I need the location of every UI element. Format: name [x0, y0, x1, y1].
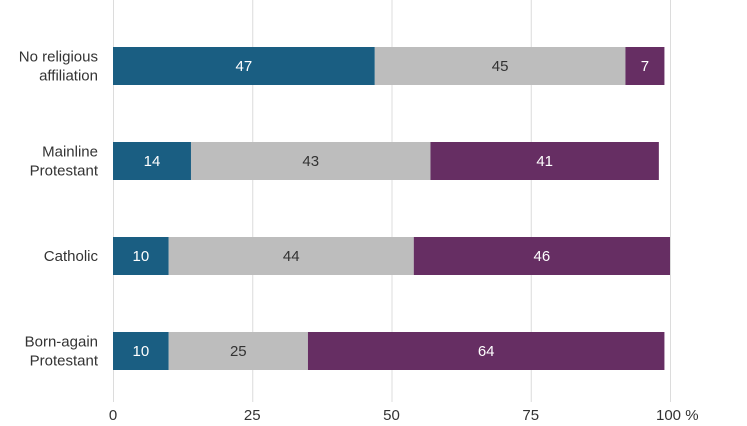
- category-label-2: Catholic: [44, 248, 99, 265]
- data-label-3-2: 64: [478, 343, 495, 360]
- data-label-0-1: 45: [492, 58, 509, 75]
- category-label-line: affiliation: [39, 68, 98, 85]
- x-tick-label-1: 25: [244, 407, 261, 424]
- bar-segment-1-1: [190, 142, 431, 180]
- data-label-3-1: 25: [230, 343, 247, 360]
- category-label-line: Mainline: [42, 144, 98, 161]
- category-label-line: Catholic: [44, 248, 99, 265]
- data-label-3-0: 10: [133, 343, 150, 360]
- category-label-line: Born-again: [25, 334, 98, 351]
- data-label-2-1: 44: [283, 248, 300, 265]
- category-label-line: Protestant: [30, 163, 99, 180]
- data-label-1-2: 41: [536, 153, 553, 170]
- x-tick-label-3: 75: [522, 407, 539, 424]
- bar-segment-3-2: [307, 332, 665, 370]
- data-label-1-1: 43: [302, 153, 319, 170]
- data-label-0-2: 7: [641, 58, 649, 75]
- x-tick-label-2: 50: [383, 407, 400, 424]
- category-label-3: Born-again Protestant: [25, 334, 99, 370]
- bar-segment-1-0: [113, 142, 191, 180]
- category-label-line: No religious: [19, 49, 98, 66]
- category-label-0: No religious affiliation: [19, 49, 98, 85]
- bar-segment-0-0: [113, 47, 375, 85]
- bar-segment-2-1: [168, 237, 414, 275]
- x-tick-label-0: 0: [109, 407, 117, 424]
- data-label-2-2: 46: [534, 248, 551, 265]
- category-label-1: Mainline Protestant: [30, 144, 99, 180]
- bar-segment-3-1: [168, 332, 308, 370]
- bar-segment-2-2: [413, 237, 670, 275]
- category-label-line: Protestant: [30, 353, 99, 370]
- data-label-2-0: 10: [133, 248, 150, 265]
- data-label-1-0: 14: [144, 153, 161, 170]
- bar-segment-0-2: [625, 47, 665, 85]
- data-label-0-0: 47: [236, 58, 253, 75]
- x-tick-label-4: 100 %: [656, 407, 699, 424]
- bar-segment-2-0: [113, 237, 169, 275]
- bar-segment-0-1: [374, 47, 626, 85]
- bar-segment-1-2: [430, 142, 659, 180]
- bar-segment-3-0: [113, 332, 169, 370]
